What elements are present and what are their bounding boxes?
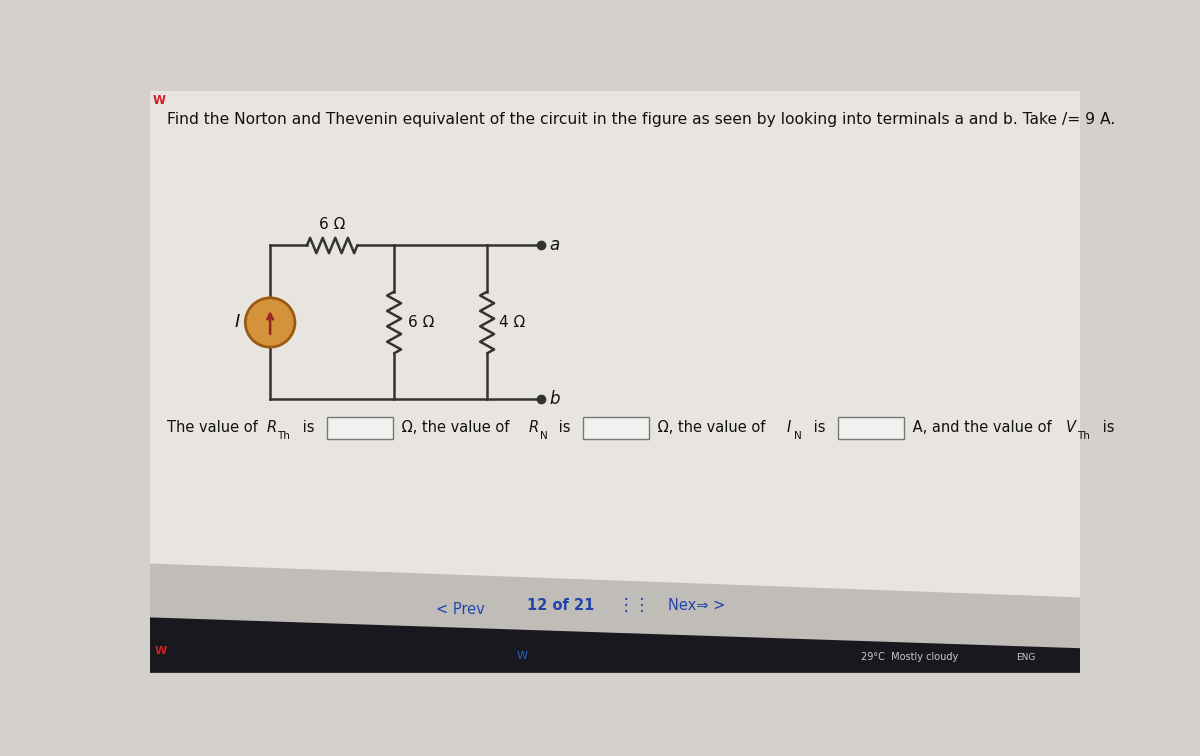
Polygon shape [150, 563, 1080, 673]
Text: 4 Ω: 4 Ω [499, 315, 526, 330]
Text: V.: V. [1198, 420, 1200, 435]
Text: is: is [553, 420, 575, 435]
Text: Ω, the value of: Ω, the value of [653, 420, 770, 435]
Text: N: N [794, 431, 802, 441]
Text: ⋮⋮: ⋮⋮ [618, 596, 650, 614]
Text: ENG: ENG [1016, 653, 1036, 662]
Text: Th: Th [1076, 431, 1090, 441]
Text: Ω, the value of: Ω, the value of [397, 420, 515, 435]
Text: W: W [516, 651, 528, 661]
Text: W: W [154, 94, 166, 107]
Text: is: is [298, 420, 319, 435]
Text: N: N [540, 431, 547, 441]
Text: is: is [809, 420, 830, 435]
FancyBboxPatch shape [150, 91, 1080, 607]
Text: a: a [550, 237, 559, 255]
FancyBboxPatch shape [328, 417, 394, 438]
Text: Nex⇒ >: Nex⇒ > [667, 597, 725, 612]
FancyBboxPatch shape [583, 417, 649, 438]
Text: is: is [1098, 420, 1118, 435]
Text: 6 Ω: 6 Ω [319, 217, 346, 231]
Text: Find the Norton and Thevenin equivalent of the circuit in the figure as seen by : Find the Norton and Thevenin equivalent … [167, 113, 1115, 127]
Text: R: R [529, 420, 539, 435]
Text: Th: Th [277, 431, 290, 441]
Text: 29°C  Mostly cloudy: 29°C Mostly cloudy [860, 652, 958, 662]
Text: b: b [550, 391, 559, 408]
Text: I: I [235, 314, 240, 331]
Text: A, and the value of: A, and the value of [908, 420, 1056, 435]
Text: 12 of 21: 12 of 21 [527, 597, 594, 612]
Text: I: I [786, 420, 791, 435]
Text: The value of: The value of [167, 420, 263, 435]
Text: 6 Ω: 6 Ω [408, 315, 434, 330]
FancyBboxPatch shape [838, 417, 904, 438]
Text: W: W [155, 646, 167, 656]
Circle shape [245, 298, 295, 347]
Text: R: R [266, 420, 276, 435]
FancyBboxPatch shape [1127, 417, 1193, 438]
Text: < Prev: < Prev [436, 603, 485, 617]
Text: V: V [1066, 420, 1076, 435]
Polygon shape [150, 618, 1080, 673]
